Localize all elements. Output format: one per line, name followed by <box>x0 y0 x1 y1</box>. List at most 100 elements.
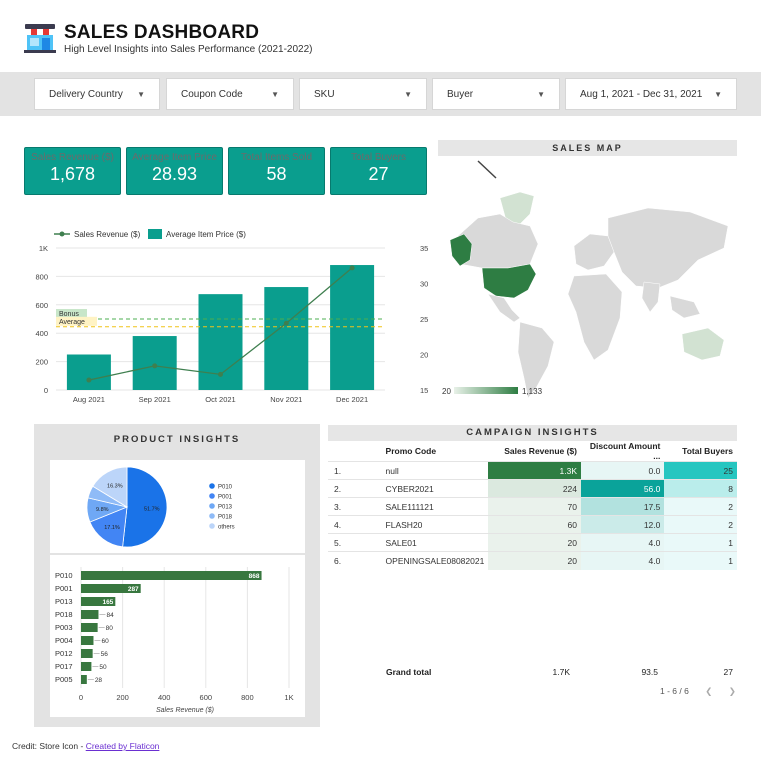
revenue-point[interactable] <box>283 320 289 326</box>
pie-slice-label: 17.1% <box>104 525 120 531</box>
bar-value-label: 56 <box>101 651 109 658</box>
kpi-label: Average Item Price <box>132 152 217 163</box>
revenue-point[interactable] <box>349 265 355 271</box>
map-region-europe[interactable] <box>573 233 615 271</box>
revenue-point[interactable] <box>152 363 158 369</box>
caret-down-icon: ▼ <box>404 89 412 99</box>
revenue-bar[interactable] <box>81 636 94 645</box>
left-axis-tick: 600 <box>35 301 48 310</box>
bar-value-label: 28 <box>95 677 103 684</box>
bar-value-label: 60 <box>101 638 109 645</box>
y-axis-tick: P013 <box>55 597 73 606</box>
credit-link[interactable]: Created by Flaticon <box>85 741 160 751</box>
pie-slice[interactable] <box>92 466 128 508</box>
product-pie-chart: 51.7% 17.1% 9.8% 16.3% P010 P001 P013 P018 othe… <box>86 466 235 548</box>
map-region-usa[interactable] <box>481 263 537 299</box>
pie-slice[interactable] <box>122 466 168 548</box>
revenue-cell: 1.3K <box>488 461 581 480</box>
filter-coupon-code[interactable]: Coupon Code ▼ <box>166 78 294 110</box>
map-region-india[interactable] <box>641 281 661 313</box>
map-region-australia[interactable] <box>681 327 725 361</box>
revenue-point[interactable] <box>218 371 223 377</box>
chevron-right-icon[interactable]: ❯ <box>728 686 736 696</box>
pie-slice[interactable] <box>89 506 128 548</box>
x-axis-tick: Sep 2021 <box>139 395 171 404</box>
price-bar[interactable] <box>264 287 309 390</box>
discount-cell: 4.0 <box>581 551 665 570</box>
x-axis-tick: 800 <box>241 693 254 702</box>
revenue-bar[interactable] <box>81 623 98 632</box>
left-axis-tick: 200 <box>35 358 48 367</box>
kpi-total-buyers: Total Buyers 27 <box>330 147 427 195</box>
column-sales-revenue[interactable]: Sales Revenue ($) <box>504 446 577 456</box>
discount-cell: 4.0 <box>581 533 665 552</box>
column-index <box>328 441 382 462</box>
pie-legend-dot <box>209 523 215 529</box>
left-axis-tick: 1K <box>39 244 48 253</box>
buyers-cell: 2 <box>664 497 737 516</box>
revenue-bar[interactable] <box>81 649 93 658</box>
map-region-southeast-asia[interactable] <box>669 295 701 319</box>
table-row[interactable]: 4. FLASH20 60 12.0 2 <box>328 515 737 534</box>
filter-label: Delivery Country <box>49 88 123 100</box>
table-row[interactable]: 6. OPENINGSALE08082021 20 4.0 1 <box>328 551 737 570</box>
table-row[interactable]: 3. SALE111121 70 17.5 2 <box>328 497 737 516</box>
map-region-alaska[interactable] <box>449 233 473 267</box>
revenue-cell: 20 <box>488 533 581 552</box>
legend-bar-icon <box>148 229 162 239</box>
map-region-asia[interactable] <box>607 207 729 289</box>
map-legend-max: 1,133 <box>522 387 543 396</box>
revenue-bar[interactable] <box>81 584 141 593</box>
sales-map[interactable]: 20 1,133 <box>438 156 737 406</box>
revenue-bar[interactable] <box>81 597 116 606</box>
column-discount-amount[interactable]: Discount Amount ... <box>589 441 661 461</box>
revenue-bar[interactable] <box>81 610 99 619</box>
y-axis-tick: P003 <box>55 623 73 632</box>
table-row[interactable]: 2. CYBER2021 224 56.0 8 <box>328 479 737 498</box>
column-total-buyers[interactable]: Total Buyers <box>682 446 733 456</box>
filter-buyer[interactable]: Buyer ▼ <box>432 78 560 110</box>
filter-delivery-country[interactable]: Delivery Country ▼ <box>34 78 160 110</box>
price-bar[interactable] <box>132 336 177 390</box>
revenue-bar[interactable] <box>81 675 87 684</box>
table-row[interactable]: 1. null 1.3K 0.0 25 <box>328 461 737 480</box>
reference-label: Average <box>59 319 85 326</box>
map-region-south-america[interactable] <box>517 321 555 399</box>
map-region-canada[interactable] <box>457 213 539 269</box>
product-bar-chart: 868 287 165 84 80 60 56 50 28 0 200 400 600 800 1K Sal… <box>55 567 294 714</box>
row-index: 5. <box>328 533 382 552</box>
pie-legend-label: P010 <box>218 485 233 491</box>
table-row[interactable]: 5. SALE01 20 4.0 1 <box>328 533 737 552</box>
price-bar[interactable] <box>66 354 111 391</box>
y-axis-tick: P001 <box>55 584 73 593</box>
kpi-value: 27 <box>368 164 389 184</box>
price-bar[interactable] <box>330 265 375 390</box>
promo-code-cell: SALE01 <box>381 533 489 552</box>
revenue-bar[interactable] <box>81 571 262 580</box>
revenue-cell: 224 <box>488 479 581 498</box>
promo-code-cell: SALE111121 <box>381 497 489 516</box>
filter-date-range[interactable]: Aug 1, 2021 - Dec 31, 2021 ▼ <box>565 78 737 110</box>
kpi-label: Total Items Sold <box>240 152 313 163</box>
bar-value-label: 50 <box>99 664 107 671</box>
filter-label: Aug 1, 2021 - Dec 31, 2021 <box>580 88 703 100</box>
pie-legend-dot <box>209 483 215 489</box>
map-zoom-line <box>477 160 497 179</box>
caret-down-icon: ▼ <box>537 89 545 99</box>
product-insights-title: PRODUCT INSIGHTS <box>113 434 241 445</box>
x-axis-tick: Dec 2021 <box>336 395 368 404</box>
revenue-bar[interactable] <box>81 662 92 671</box>
map-region-africa[interactable] <box>567 273 623 361</box>
revenue-cell: 60 <box>488 515 581 534</box>
campaign-insights-title: CAMPAIGN INSIGHTS <box>328 425 737 441</box>
credit-text: Credit: Store Icon - <box>12 741 86 751</box>
row-index: 6. <box>328 551 382 570</box>
chevron-left-icon[interactable]: ❮ <box>705 686 713 696</box>
revenue-point[interactable] <box>86 377 92 383</box>
left-axis-tick: 0 <box>44 386 48 395</box>
bar-value-label: 287 <box>128 586 139 593</box>
map-region-mexico[interactable] <box>487 293 521 323</box>
caret-down-icon: ▼ <box>714 89 722 99</box>
column-promo-code[interactable]: Promo Code <box>385 446 437 456</box>
filter-sku[interactable]: SKU ▼ <box>299 78 427 110</box>
